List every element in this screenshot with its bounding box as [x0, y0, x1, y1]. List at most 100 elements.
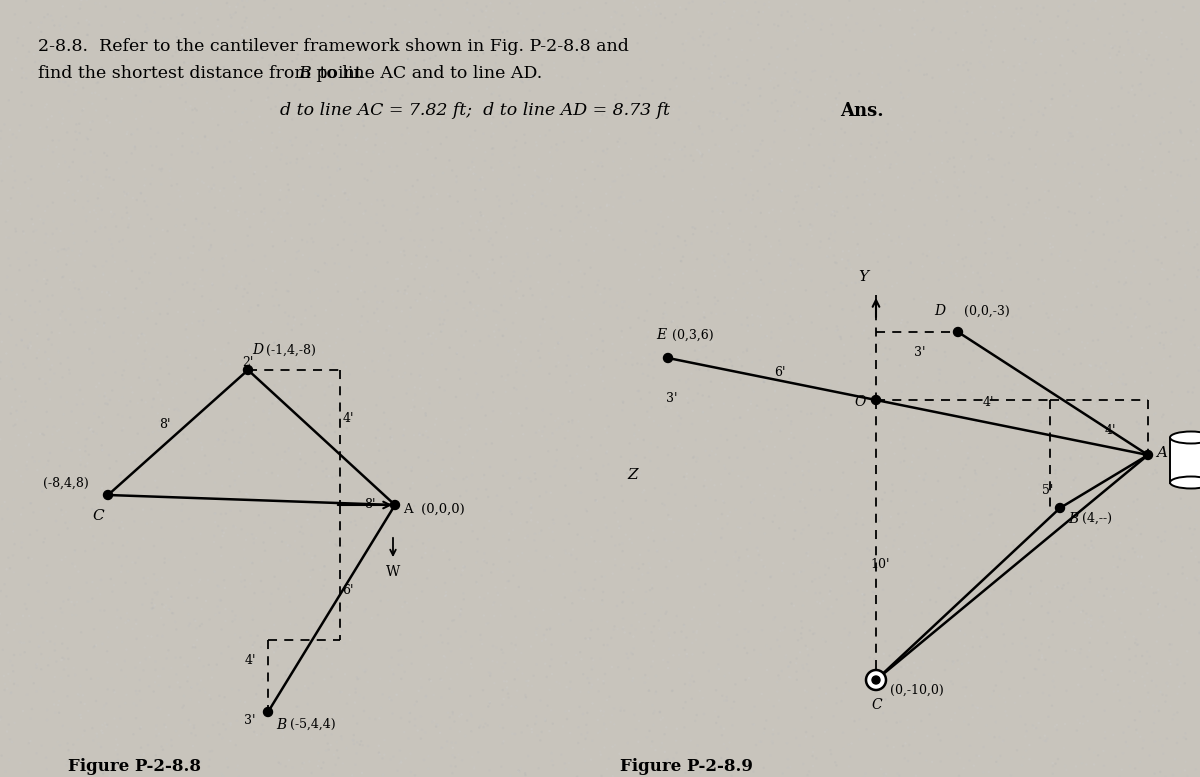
Point — [197, 63, 216, 75]
Point — [378, 612, 397, 625]
Point — [335, 52, 354, 64]
Point — [281, 664, 300, 677]
Point — [62, 406, 82, 418]
Point — [56, 60, 76, 72]
Point — [353, 159, 372, 171]
Point — [643, 707, 662, 720]
Point — [35, 532, 54, 545]
Point — [914, 68, 934, 81]
Point — [581, 52, 600, 64]
Point — [640, 685, 659, 697]
Point — [594, 361, 613, 373]
Point — [230, 612, 250, 625]
Point — [73, 689, 92, 702]
Point — [918, 425, 937, 437]
Text: Figure P-2-8.9: Figure P-2-8.9 — [620, 758, 752, 775]
Point — [754, 375, 773, 388]
Point — [154, 399, 173, 412]
Point — [629, 3, 648, 16]
Point — [577, 726, 596, 739]
Point — [866, 733, 886, 745]
Point — [1134, 580, 1153, 593]
Point — [761, 286, 780, 298]
Point — [1031, 732, 1050, 744]
Point — [853, 589, 872, 601]
Point — [677, 376, 696, 388]
Point — [413, 362, 432, 375]
Point — [959, 64, 978, 76]
Point — [293, 152, 312, 165]
Point — [89, 759, 108, 772]
Point — [767, 412, 786, 424]
Point — [672, 255, 691, 267]
Point — [80, 595, 100, 608]
Point — [635, 261, 654, 274]
Point — [652, 261, 671, 274]
Point — [364, 524, 383, 537]
Point — [496, 657, 515, 670]
Point — [1054, 89, 1073, 102]
Point — [853, 327, 872, 340]
Point — [299, 420, 318, 432]
Point — [839, 12, 858, 24]
Point — [472, 633, 491, 646]
Point — [382, 651, 401, 664]
Point — [1067, 599, 1086, 611]
Point — [944, 63, 964, 75]
Point — [707, 308, 726, 320]
Point — [266, 284, 286, 296]
Point — [978, 288, 997, 301]
Point — [749, 545, 768, 557]
Point — [751, 319, 770, 331]
Point — [553, 126, 572, 138]
Point — [552, 748, 571, 761]
Point — [394, 514, 413, 527]
Point — [641, 584, 660, 597]
Point — [595, 282, 614, 294]
Point — [685, 264, 704, 277]
Point — [1046, 521, 1066, 533]
Point — [703, 110, 722, 122]
Point — [497, 675, 516, 688]
Point — [787, 0, 806, 11]
Point — [985, 307, 1004, 319]
Point — [856, 768, 875, 777]
Point — [314, 560, 334, 573]
Point — [1106, 751, 1126, 763]
Point — [337, 272, 356, 284]
Point — [380, 503, 400, 516]
Point — [806, 587, 826, 599]
Point — [74, 483, 94, 496]
Point — [443, 453, 462, 465]
Point — [0, 231, 16, 243]
Point — [47, 262, 66, 274]
Point — [840, 25, 859, 37]
Point — [220, 265, 239, 277]
Text: D: D — [252, 343, 263, 357]
Point — [727, 629, 746, 641]
Point — [509, 549, 528, 562]
Point — [528, 31, 547, 44]
Point — [445, 751, 464, 764]
Point — [288, 355, 307, 368]
Point — [268, 659, 287, 671]
Point — [1051, 423, 1070, 436]
Point — [776, 402, 796, 414]
Point — [343, 709, 362, 722]
Point — [943, 591, 962, 603]
Point — [762, 570, 781, 583]
Point — [626, 451, 646, 463]
Point — [340, 260, 359, 273]
Point — [73, 730, 92, 742]
Point — [484, 13, 503, 26]
Point — [638, 566, 658, 579]
Point — [26, 259, 46, 271]
Point — [287, 53, 306, 65]
Point — [505, 727, 524, 740]
Point — [104, 346, 124, 358]
Point — [755, 375, 774, 387]
Point — [838, 530, 857, 542]
Point — [247, 688, 266, 700]
Point — [73, 398, 92, 410]
Point — [474, 47, 493, 60]
